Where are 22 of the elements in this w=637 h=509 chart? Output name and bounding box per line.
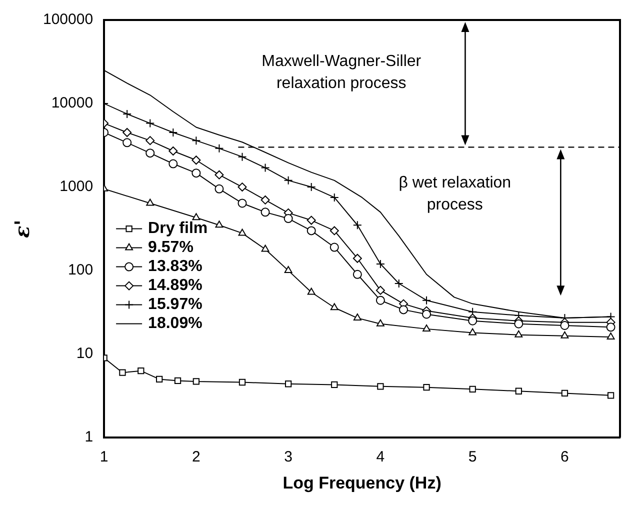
y-tick-label: 1000 [60, 178, 94, 196]
x-axis-title: Log Frequency (Hz) [282, 473, 442, 492]
x-tick-label: 4 [376, 448, 385, 466]
legend-label: 13.83% [148, 258, 202, 276]
x-tick-label: 2 [192, 448, 200, 466]
y-axis-title: ε' [10, 220, 34, 238]
y-tick-label: 100 [68, 262, 94, 279]
y-tick-label: 10 [76, 345, 94, 362]
legend-label: 15.97% [148, 296, 202, 314]
legend-label: 18.09% [148, 315, 202, 332]
y-tick-label: 10000 [51, 94, 94, 112]
annotation: β wet relaxation process [398, 174, 512, 214]
legend-label: Dry film [148, 220, 208, 238]
y-tick-label: 1 [84, 428, 94, 446]
annotation: Maxwell-Wagner-Siller relaxation process [262, 53, 422, 92]
x-tick-label: 6 [560, 448, 569, 466]
y-tick-label: 100000 [42, 11, 94, 28]
legend-label: 9.57% [148, 239, 194, 256]
x-tick-label: 5 [468, 448, 477, 466]
legend-label: 14.89% [148, 277, 202, 294]
x-tick-label: 3 [284, 448, 292, 466]
x-tick-label: 1 [100, 448, 108, 466]
